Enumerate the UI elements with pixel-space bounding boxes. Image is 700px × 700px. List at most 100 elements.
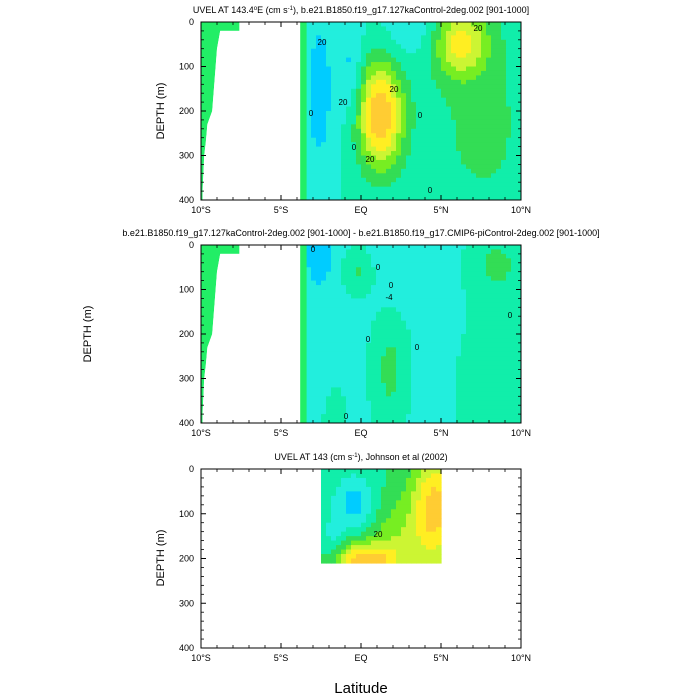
- field-cell: [376, 84, 382, 90]
- field-cell: [491, 316, 497, 322]
- field-cell: [326, 374, 332, 380]
- field-cell: [496, 88, 502, 94]
- field-cell: [461, 356, 467, 362]
- field-cell: [316, 302, 322, 308]
- field-cell: [451, 351, 457, 357]
- field-cell: [471, 289, 477, 295]
- field-cell: [366, 518, 372, 524]
- field-cell: [451, 271, 457, 277]
- field-cell: [441, 44, 447, 50]
- field-cell: [321, 495, 327, 501]
- field-cell: [311, 70, 317, 76]
- field-cell: [401, 106, 407, 112]
- field-cell: [351, 365, 357, 371]
- field-cell: [421, 285, 427, 291]
- field-cell: [486, 338, 492, 344]
- field-cell: [486, 39, 492, 45]
- field-cell: [481, 302, 487, 308]
- field-cell: [336, 302, 342, 308]
- contour-label: 0: [352, 143, 357, 152]
- field-cell: [366, 249, 372, 255]
- field-cell: [406, 307, 412, 313]
- field-cell: [356, 549, 362, 555]
- field-cell: [451, 84, 457, 90]
- field-cell: [311, 280, 317, 286]
- field-cell: [416, 93, 422, 99]
- field-cell: [356, 482, 362, 488]
- field-cell: [376, 509, 382, 515]
- field-cell: [366, 177, 372, 183]
- field-cell: [396, 504, 402, 510]
- field-cell: [456, 378, 462, 384]
- field-cell: [511, 102, 517, 108]
- field-cell: [446, 164, 452, 170]
- field-cell: [326, 26, 332, 32]
- field-cell: [401, 320, 407, 326]
- field-cell: [476, 111, 482, 117]
- field-cell: [331, 173, 337, 179]
- field-cell: [341, 84, 347, 90]
- field-cell: [466, 186, 472, 192]
- field-cell: [381, 518, 387, 524]
- field-cell: [341, 62, 347, 68]
- field-cell: [411, 159, 417, 165]
- field-cell: [381, 249, 387, 255]
- field-cell: [351, 302, 357, 308]
- field-cell: [311, 124, 317, 130]
- field-cell: [391, 88, 397, 94]
- field-cell: [371, 276, 377, 282]
- field-cell: [401, 133, 407, 139]
- field-cell: [351, 249, 357, 255]
- field-cell: [346, 22, 352, 28]
- field-cell: [461, 396, 467, 402]
- field-cell: [496, 159, 502, 165]
- field-cell: [381, 374, 387, 380]
- field-cell: [401, 97, 407, 103]
- field-cell: [376, 35, 382, 41]
- field-cell: [431, 146, 437, 152]
- field-cell: [476, 182, 482, 188]
- field-cell: [356, 418, 362, 423]
- field-cell: [426, 75, 432, 81]
- field-cell: [396, 155, 402, 161]
- field-cell: [501, 84, 507, 90]
- field-cell: [366, 482, 372, 488]
- field-cell: [316, 382, 322, 388]
- field-cell: [486, 128, 492, 134]
- field-cell: [486, 164, 492, 170]
- field-cell: [491, 177, 497, 183]
- field-cell: [456, 298, 462, 304]
- field-cell: [351, 486, 357, 492]
- field-cell: [306, 30, 312, 36]
- field-cell: [436, 164, 442, 170]
- white-mask: [202, 22, 304, 200]
- field-cell: [516, 365, 521, 371]
- field-cell: [466, 35, 472, 41]
- field-cell: [511, 35, 517, 41]
- field-cell: [426, 133, 432, 139]
- field-cell: [506, 177, 512, 183]
- field-cell: [371, 195, 377, 200]
- field-cell: [441, 53, 447, 59]
- field-cell: [401, 360, 407, 366]
- field-cell: [336, 182, 342, 188]
- field-cell: [321, 186, 327, 192]
- field-cell: [511, 57, 517, 63]
- field-cell: [316, 374, 322, 380]
- field-cell: [476, 409, 482, 415]
- field-cell: [461, 115, 467, 121]
- field-cell: [501, 418, 507, 423]
- y-tick-label: 400: [179, 418, 194, 428]
- field-cell: [326, 79, 332, 85]
- field-cell: [481, 387, 487, 393]
- field-cell: [316, 342, 322, 348]
- field-cell: [401, 405, 407, 411]
- field-cell: [501, 119, 507, 125]
- field-cell: [326, 57, 332, 63]
- field-cell: [456, 409, 462, 415]
- field-cell: [501, 400, 507, 406]
- field-cell: [381, 400, 387, 406]
- field-cell: [431, 378, 437, 384]
- field-cell: [436, 409, 442, 415]
- field-cell: [346, 316, 352, 322]
